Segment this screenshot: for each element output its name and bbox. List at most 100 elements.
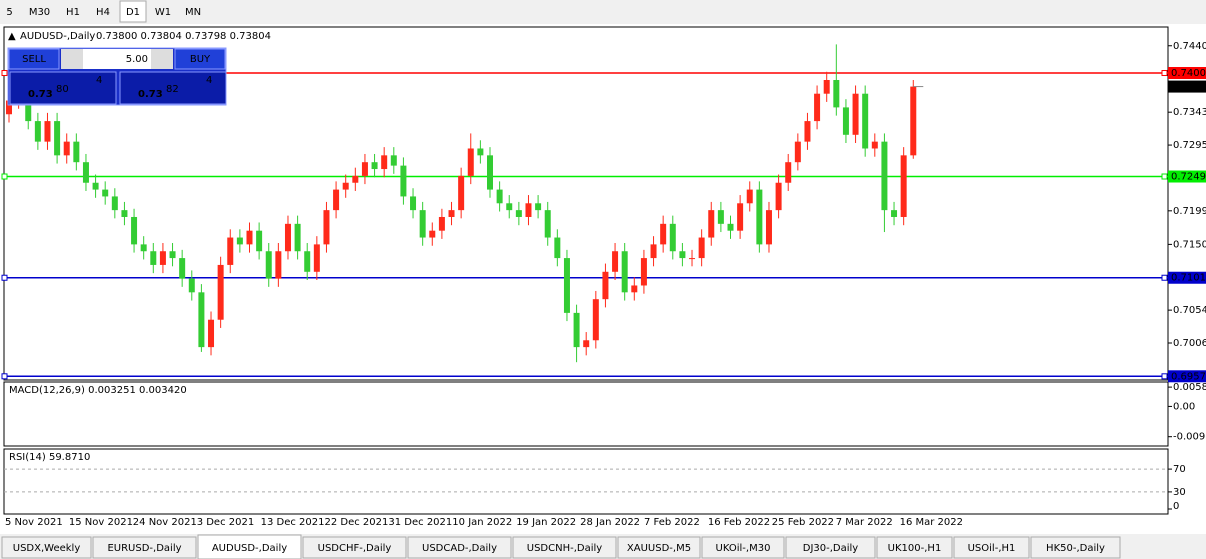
candle-body — [217, 264, 224, 320]
timeframe-button[interactable]: H1 — [66, 7, 80, 18]
timeframe-button[interactable]: 5 — [6, 7, 12, 18]
candle-body — [775, 182, 782, 211]
tab[interactable] — [876, 536, 953, 559]
candle-body — [717, 210, 724, 224]
x-tick-label: 31 Dec 2021 — [388, 517, 452, 528]
candle-body — [169, 251, 176, 259]
tab[interactable] — [701, 536, 785, 559]
lots-down[interactable] — [61, 49, 83, 69]
timeframe-button[interactable]: MN — [185, 7, 201, 18]
level-label: 0.72491 — [1171, 172, 1206, 183]
tab-label[interactable]: DJ30-,Daily — [803, 543, 859, 554]
lots-field[interactable] — [83, 49, 151, 69]
level-label: 0.71013 — [1171, 273, 1206, 284]
rsi-pane — [3, 448, 1169, 515]
bid-box[interactable] — [9, 71, 117, 105]
candle-body — [544, 210, 551, 238]
x-tick-label: 15 Nov 2021 — [69, 517, 133, 528]
candle-body — [44, 121, 51, 142]
candle-body — [563, 258, 570, 313]
level-label-box — [1168, 170, 1206, 183]
ask-fraction: 4 — [206, 75, 212, 86]
candle-body — [198, 292, 205, 348]
tab[interactable] — [953, 536, 1030, 559]
candle-body — [150, 251, 157, 265]
candle-body — [73, 141, 80, 163]
candle-body — [304, 251, 311, 272]
candle-body — [862, 93, 869, 149]
lots-up[interactable] — [151, 49, 173, 69]
candle-body — [756, 189, 763, 245]
candle-body — [525, 203, 532, 217]
candle-body — [246, 230, 253, 245]
candle-body — [612, 251, 619, 272]
candle-body — [650, 244, 657, 259]
level-end-marker — [1161, 274, 1168, 281]
tab[interactable] — [1030, 536, 1121, 559]
tab-label[interactable]: USDCNH-,Daily — [527, 543, 603, 554]
candle-body — [554, 237, 561, 259]
tab[interactable] — [785, 536, 876, 559]
tab-active[interactable] — [197, 534, 302, 559]
tab-label[interactable]: AUDUSD-,Daily — [212, 543, 287, 554]
candle-body — [236, 237, 243, 245]
candle-body — [477, 148, 484, 156]
timeframe-button[interactable]: H4 — [96, 7, 110, 18]
candle-body — [140, 244, 147, 252]
timeframe-button[interactable]: W1 — [155, 7, 171, 18]
candle-body — [669, 223, 676, 252]
tab-label[interactable]: USOil-,H1 — [968, 543, 1016, 554]
x-tick-label: 22 Dec 2021 — [325, 517, 389, 528]
tab-label[interactable]: XAUUSD-,M5 — [627, 543, 691, 554]
tab[interactable] — [1, 536, 92, 559]
ask-box[interactable] — [119, 71, 227, 105]
timeframe-active — [119, 0, 147, 23]
tab-label[interactable]: HK50-,Daily — [1046, 543, 1105, 554]
timeframe-button[interactable]: D1 — [126, 7, 140, 18]
candle-body — [390, 155, 397, 166]
x-tick-label: 5 Nov 2021 — [5, 517, 63, 528]
candle-body — [458, 175, 465, 211]
candle-body — [621, 251, 628, 293]
price-label: 0.73804 — [1171, 82, 1206, 93]
tab-label[interactable]: EURUSD-,Daily — [107, 543, 181, 554]
tab[interactable] — [512, 536, 617, 559]
candle-body — [6, 100, 12, 115]
sell-button[interactable] — [8, 48, 60, 70]
buy-button[interactable] — [174, 48, 226, 70]
buy-label: BUY — [190, 54, 211, 65]
y-tick-label: 70 — [1173, 464, 1186, 475]
tab[interactable] — [617, 536, 701, 559]
tab-label[interactable]: UKOil-,M30 — [716, 543, 771, 554]
timeframe-button[interactable]: M30 — [29, 7, 50, 18]
symbol-marker: ▲ — [8, 31, 16, 42]
candle-body — [640, 258, 647, 286]
tab-label[interactable]: USDCHF-,Daily — [318, 543, 392, 554]
candle-body — [63, 141, 70, 156]
x-tick-label: 28 Jan 2022 — [580, 517, 640, 528]
candle-body — [131, 216, 138, 245]
tab[interactable] — [302, 536, 407, 559]
candle-body — [92, 182, 99, 190]
tab-label[interactable]: USDCAD-,Daily — [422, 543, 497, 554]
candle-body — [708, 210, 715, 238]
candle-body — [823, 80, 830, 94]
candle-body — [910, 86, 917, 156]
y-tick-label: 0.00 — [1173, 401, 1195, 412]
candle-body — [121, 210, 128, 217]
y-tick-label: 30 — [1173, 487, 1186, 498]
candle-body — [515, 210, 522, 217]
tab[interactable] — [407, 536, 512, 559]
level-label: 0.74002 — [1171, 68, 1206, 79]
candle-body — [794, 141, 801, 163]
candle-body — [111, 196, 118, 211]
tab-label[interactable]: UK100-,H1 — [888, 543, 942, 554]
rsi-title: RSI(14) 59.8710 — [9, 452, 90, 463]
tab-label[interactable]: USDX,Weekly — [13, 543, 81, 554]
chart-ohlc: 0.73800 0.73804 0.73798 0.73804 — [96, 31, 271, 42]
tab[interactable] — [92, 536, 197, 559]
level-label-box — [1168, 271, 1206, 284]
candle-body — [188, 278, 195, 293]
